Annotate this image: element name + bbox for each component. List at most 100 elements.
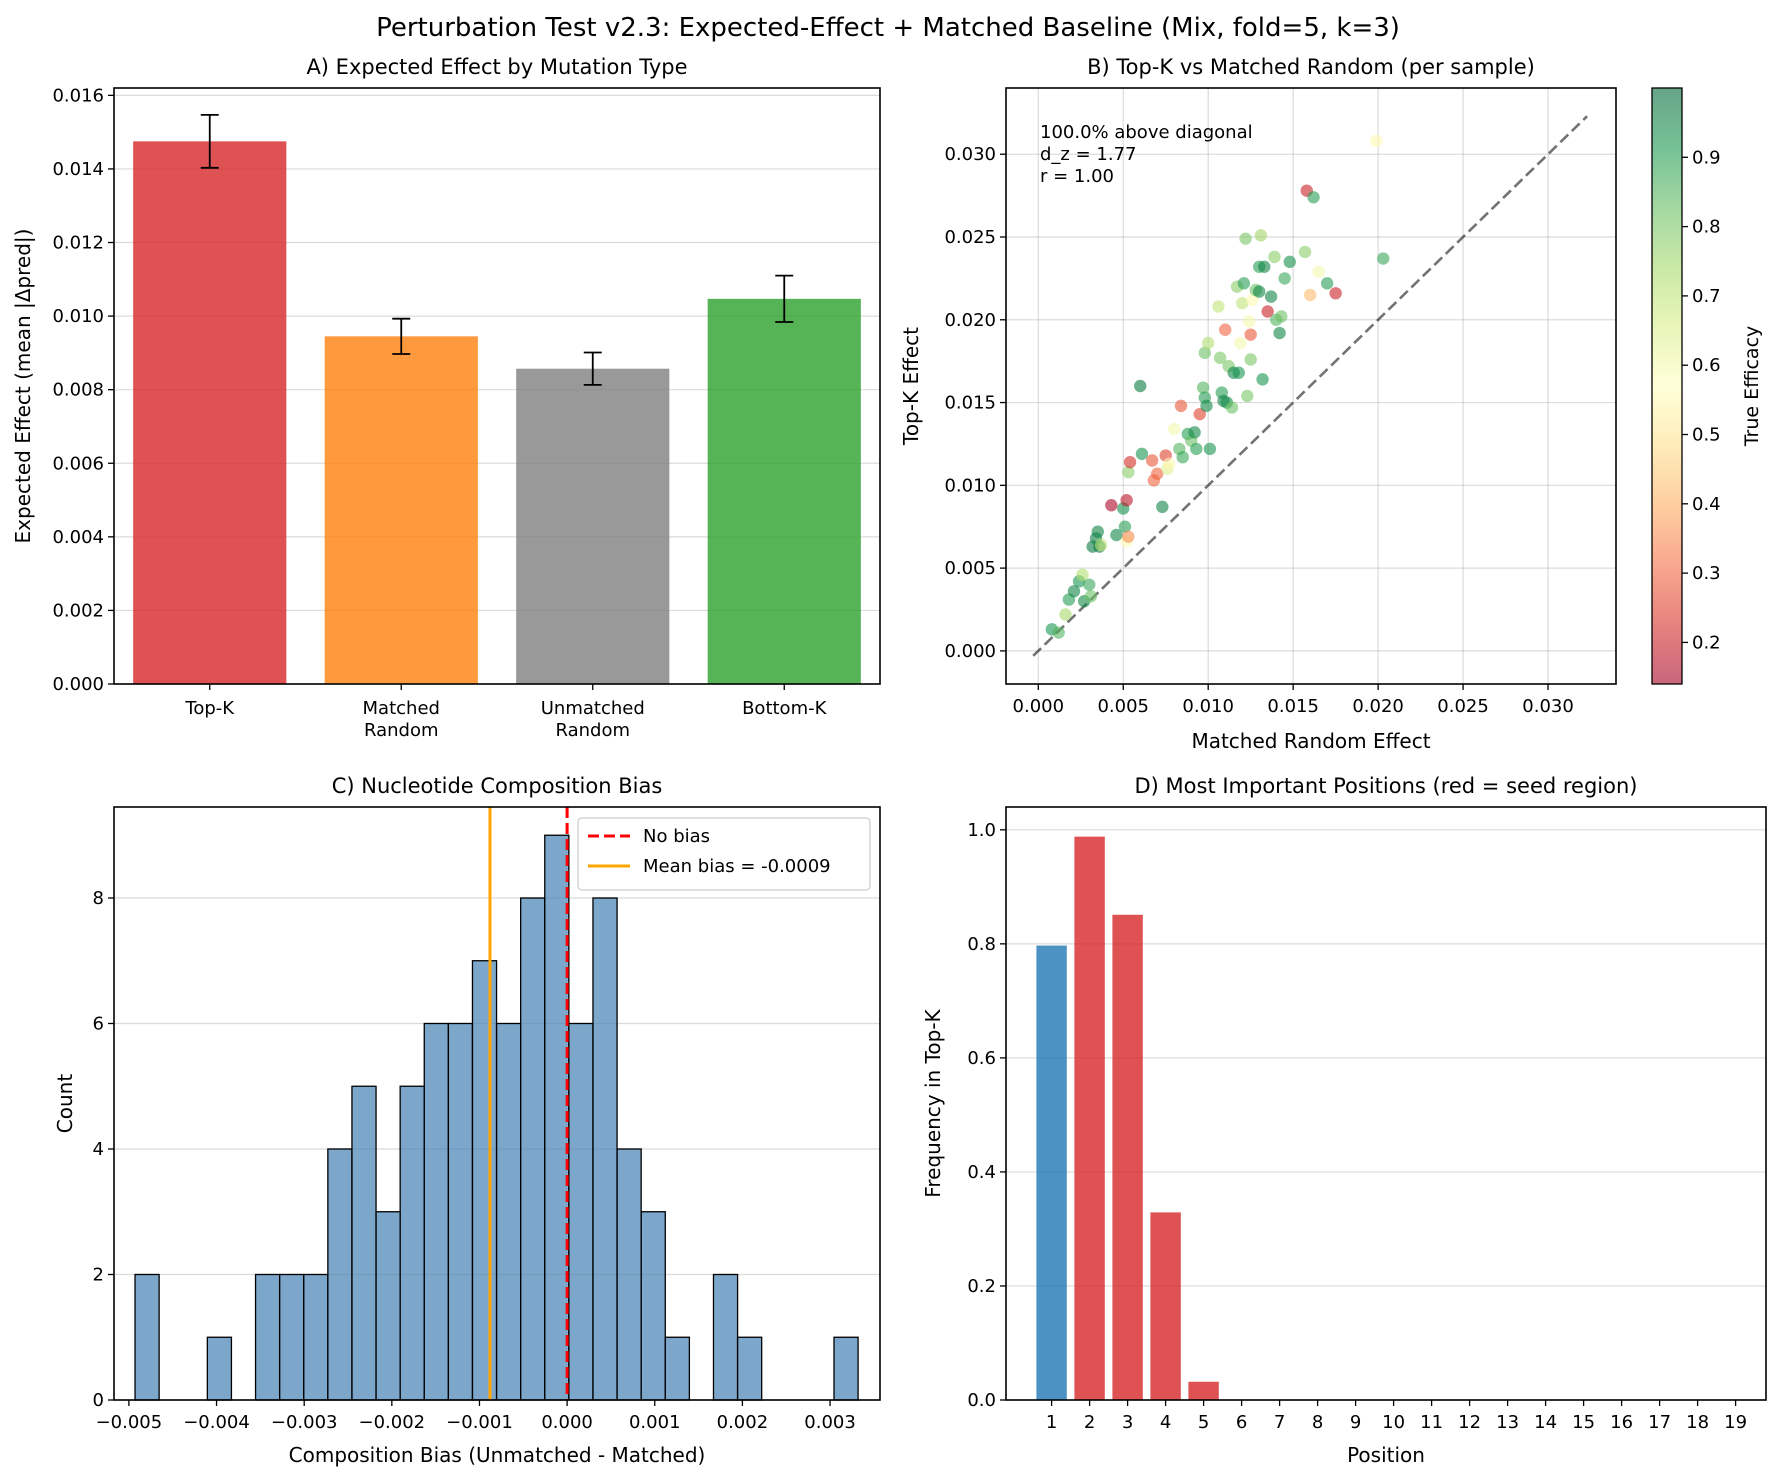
panel-b-point <box>1241 389 1254 403</box>
panel-d-ytick-label: 0.0 <box>967 1390 996 1411</box>
panel-b-point <box>1244 353 1257 366</box>
panel-b-point <box>1174 399 1188 413</box>
panel-c-hist-bar <box>254 1273 281 1401</box>
panel-c-xtick-label: −0.003 <box>271 1412 338 1433</box>
panel-b-point <box>1235 297 1249 310</box>
panel-b-point <box>1278 272 1291 285</box>
panel-a-ytick-label: 0.010 <box>52 306 104 327</box>
panel-a-ytick-label: 0.002 <box>52 600 104 621</box>
colorbar-tick-label: 0.5 <box>1692 425 1721 446</box>
panel-b-point <box>1076 568 1089 581</box>
panel-c-xlabel: Composition Bias (Unmatched - Matched) <box>289 1443 706 1467</box>
panel-b-point <box>1059 608 1072 621</box>
panel-a-ytick-label: 0.014 <box>52 159 104 180</box>
panel-b-point <box>1134 379 1147 393</box>
panel-c-xtick-label: 0.003 <box>804 1412 856 1433</box>
panel-b-point <box>1225 401 1239 414</box>
panel-d-ytick-label: 0.2 <box>967 1276 996 1297</box>
panel-b-point <box>1084 590 1098 603</box>
panel-b-ytick-label: 0.005 <box>944 558 996 579</box>
panel-a-title: A) Expected Effect by Mutation Type <box>306 55 687 79</box>
panel-c-hist-bar <box>568 1022 594 1401</box>
panel-b-point <box>1193 407 1206 421</box>
panel-c-hist-bar <box>423 1022 450 1401</box>
axes-frame <box>113 806 881 1401</box>
panel-d-bar <box>1112 914 1143 1400</box>
panel-a-ytick-label: 0.000 <box>52 674 104 695</box>
panel-d-xtick-label: 2 <box>1084 1412 1095 1433</box>
panel-b-point <box>1196 381 1210 394</box>
panel-d-xtick-label: 9 <box>1350 1412 1361 1433</box>
panel-b-point <box>1303 288 1317 302</box>
panel-b-point <box>1176 450 1189 464</box>
panel-b-point <box>1198 346 1212 360</box>
axes-frame <box>1005 87 1617 685</box>
panel-b-point <box>1268 250 1281 264</box>
panel-b-point <box>1151 467 1164 480</box>
panel-c: 0 2 4 6 8 −0.005 −0.004 −0.003 −0.002 −0.001 0.000… <box>53 774 881 1467</box>
panel-b-xtick-label: 0.020 <box>1352 696 1404 717</box>
panel-d-xtick-label: 16 <box>1610 1412 1633 1433</box>
panel-b-point <box>1094 538 1108 552</box>
panel-b-ytick-label: 0.000 <box>944 641 996 662</box>
panel-b-point <box>1145 454 1159 467</box>
panel-b-point <box>1105 499 1118 512</box>
panel-c-title: C) Nucleotide Composition Bias <box>332 774 663 798</box>
panel-b-point <box>1244 328 1257 341</box>
panel-c-ytick-label: 4 <box>93 1139 104 1160</box>
panel-b-xtick-label: 0.010 <box>1182 696 1234 717</box>
colorbar <box>1651 87 1683 685</box>
panel-a-bar <box>516 368 670 684</box>
panel-b-annotation: d_z = 1.77 <box>1040 144 1136 165</box>
panel-b-ytick-label: 0.030 <box>944 144 996 165</box>
panel-c-hist-bar <box>399 1085 425 1401</box>
panel-d-bar <box>1074 836 1105 1400</box>
panel-c-legend: No bias Mean bias = -0.0009 <box>577 817 871 891</box>
panel-b-xlabel: Matched Random Effect <box>1191 729 1430 753</box>
panel-d-ytick-label: 0.6 <box>967 1048 996 1069</box>
panel-a-xtick-label: Matched <box>363 698 440 719</box>
panel-c-ylabel: Count <box>53 1074 77 1134</box>
panel-d: 0.00.20.40.60.81.01 2 3 4 5 6 7 8 9 10 11 12 13 14 15 1… <box>921 774 1767 1467</box>
panel-d-ytick-label: 0.4 <box>967 1162 996 1183</box>
panel-c-hist-bar <box>495 1022 522 1401</box>
legend-label: No bias <box>643 826 710 847</box>
panel-d-xtick-label: 3 <box>1122 1412 1133 1433</box>
panel-a-xtick-label: Random <box>555 720 630 741</box>
axes-frame <box>113 87 881 685</box>
panel-a-xtick-label: Random <box>364 720 439 741</box>
panel-a-bar <box>133 141 287 684</box>
panel-c-ytick-label: 2 <box>93 1264 104 1285</box>
panel-a-ylabel: Expected Effect (mean |Δpred|) <box>11 229 35 544</box>
panel-d-ytick-label: 1.0 <box>967 820 996 841</box>
panel-b-point <box>1118 520 1132 533</box>
panel-a-ytick-label: 0.006 <box>52 453 104 474</box>
panel-c-hist-bar <box>327 1148 353 1401</box>
colorbar-tick-label: 0.7 <box>1692 286 1721 307</box>
panel-d-bar <box>1036 945 1067 1400</box>
panel-a-ytick-label: 0.016 <box>52 85 104 106</box>
panel-b-title: B) Top-K vs Matched Random (per sample) <box>1087 55 1535 79</box>
panel-b-point <box>1298 245 1312 259</box>
panel-b-point <box>1275 310 1288 323</box>
panel-c-xtick-label: 0.000 <box>541 1412 593 1433</box>
panel-c-xtick-label: 0.001 <box>629 1412 681 1433</box>
panel-a-ytick-label: 0.012 <box>52 233 104 254</box>
panel-d-xtick-label: 19 <box>1724 1412 1747 1433</box>
panel-a-xtick-label: Top-K <box>184 698 235 719</box>
panel-d-xtick-label: 15 <box>1572 1412 1595 1433</box>
panel-b-point <box>1307 191 1320 204</box>
panel-b-point <box>1264 290 1278 303</box>
panel-d-xtick-label: 5 <box>1198 1412 1209 1433</box>
panel-d-xtick-label: 1 <box>1046 1412 1057 1433</box>
panel-b-xtick-label: 0.000 <box>1013 696 1065 717</box>
panel-c-hist-bar <box>712 1273 739 1401</box>
panel-b-point <box>1254 229 1268 242</box>
panel-b-point <box>1261 305 1274 318</box>
panel-b-ytick-label: 0.025 <box>944 227 996 248</box>
panel-b-point <box>1252 285 1266 298</box>
panel-b-ytick-label: 0.010 <box>944 475 996 496</box>
panel-d-xtick-label: 10 <box>1382 1412 1405 1433</box>
panel-b-ytick-label: 0.020 <box>944 310 996 331</box>
